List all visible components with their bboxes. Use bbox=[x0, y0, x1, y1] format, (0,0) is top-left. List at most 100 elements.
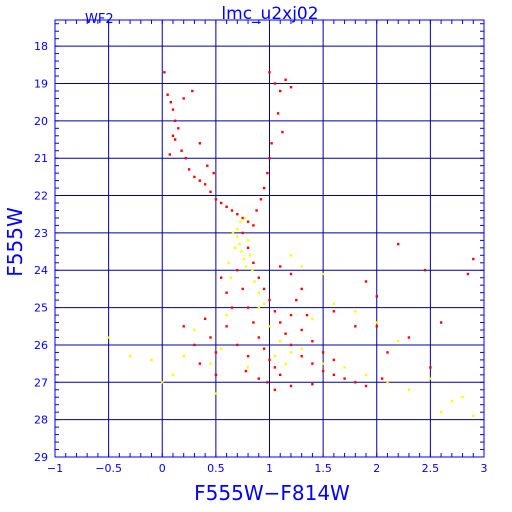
data-point-red bbox=[246, 306, 250, 309]
data-point-red bbox=[166, 93, 169, 96]
data-point-yellow bbox=[257, 306, 260, 309]
data-point-red bbox=[266, 171, 269, 175]
data-point-yellow bbox=[236, 235, 239, 238]
data-point-red bbox=[225, 205, 228, 208]
data-point-yellow bbox=[354, 310, 357, 313]
y-tick-label: 23 bbox=[34, 227, 48, 240]
data-point-yellow bbox=[321, 272, 325, 276]
data-point-red bbox=[268, 157, 271, 160]
data-point-red bbox=[230, 306, 234, 309]
x-tick-label: 2 bbox=[373, 462, 380, 475]
data-point-yellow bbox=[246, 239, 250, 242]
data-point-red bbox=[311, 383, 314, 386]
data-point-yellow bbox=[289, 351, 293, 354]
data-point-red bbox=[332, 310, 336, 313]
data-point-red bbox=[273, 82, 277, 85]
data-point-red bbox=[168, 153, 171, 156]
chart-title: lmc_u2xj02 bbox=[221, 4, 318, 24]
data-point-red bbox=[187, 168, 191, 171]
data-point-red bbox=[300, 355, 303, 358]
data-point-yellow bbox=[472, 414, 475, 418]
data-point-red bbox=[214, 198, 218, 201]
data-point-red bbox=[270, 142, 273, 145]
data-point-red bbox=[236, 213, 239, 216]
data-point-yellow bbox=[273, 355, 277, 358]
data-point-red bbox=[279, 373, 282, 376]
data-point-red bbox=[268, 71, 271, 74]
y-tick-label: 27 bbox=[34, 376, 48, 389]
data-point-yellow bbox=[300, 347, 303, 350]
data-point-red bbox=[279, 321, 282, 324]
data-point-yellow bbox=[332, 302, 336, 306]
data-point-red bbox=[220, 201, 223, 205]
data-point-red bbox=[252, 261, 255, 264]
data-point-red bbox=[273, 366, 277, 369]
data-point-red bbox=[257, 276, 260, 279]
data-point-yellow bbox=[242, 257, 245, 261]
data-point-red bbox=[225, 291, 228, 294]
data-point-red bbox=[354, 381, 357, 384]
data-point-yellow bbox=[257, 291, 260, 294]
data-point-red bbox=[169, 101, 172, 104]
data-point-yellow bbox=[182, 355, 185, 358]
data-point-yellow bbox=[246, 366, 250, 369]
data-point-yellow bbox=[262, 302, 266, 306]
y-tick-label: 24 bbox=[34, 264, 48, 277]
x-tick-label: 2.5 bbox=[422, 462, 440, 475]
data-point-red bbox=[332, 358, 336, 362]
data-point-red bbox=[173, 138, 177, 141]
data-point-red bbox=[429, 366, 432, 369]
y-tick-label: 26 bbox=[34, 339, 48, 352]
x-tick-label: 1 bbox=[266, 462, 273, 475]
data-point-red bbox=[180, 149, 183, 152]
data-point-yellow bbox=[234, 246, 237, 249]
y-tick-label: 20 bbox=[34, 115, 48, 128]
data-point-red bbox=[332, 373, 336, 376]
data-point-yellow bbox=[450, 399, 453, 403]
data-point-red bbox=[305, 313, 309, 317]
data-point-yellow bbox=[279, 340, 282, 343]
x-tick-label: 1.5 bbox=[314, 462, 332, 475]
data-point-red bbox=[268, 358, 271, 362]
data-point-red bbox=[262, 287, 266, 291]
data-point-yellow bbox=[429, 377, 432, 380]
data-point-yellow bbox=[249, 254, 252, 257]
data-point-red bbox=[289, 313, 293, 317]
data-point-red bbox=[203, 183, 207, 186]
data-point-red bbox=[246, 220, 250, 223]
data-point-red bbox=[281, 130, 284, 134]
data-point-red bbox=[171, 108, 175, 111]
data-point-red bbox=[198, 179, 201, 182]
data-point-red bbox=[375, 325, 378, 328]
data-point-red bbox=[321, 369, 325, 373]
data-point-red bbox=[236, 269, 239, 272]
data-point-red bbox=[171, 134, 175, 137]
data-point-yellow bbox=[209, 362, 212, 365]
data-point-red bbox=[191, 89, 194, 93]
data-point-yellow bbox=[107, 336, 110, 339]
data-point-red bbox=[289, 343, 293, 347]
data-point-red bbox=[177, 127, 180, 130]
data-point-red bbox=[203, 317, 207, 320]
data-point-yellow bbox=[439, 411, 443, 414]
data-point-red bbox=[193, 343, 196, 347]
data-point-red bbox=[246, 355, 250, 358]
data-point-red bbox=[193, 175, 196, 179]
y-tick-label: 29 bbox=[34, 451, 48, 464]
data-point-red bbox=[364, 280, 368, 283]
data-point-yellow bbox=[225, 313, 228, 317]
data-point-yellow bbox=[268, 325, 271, 328]
data-point-red bbox=[266, 381, 269, 384]
data-point-yellow bbox=[161, 381, 164, 384]
data-point-red bbox=[209, 190, 212, 193]
data-point-yellow bbox=[150, 358, 153, 362]
data-point-red bbox=[184, 157, 187, 160]
data-point-yellow bbox=[461, 396, 464, 399]
data-point-red bbox=[289, 272, 293, 276]
y-tick-label: 22 bbox=[34, 190, 48, 203]
data-point-red bbox=[182, 325, 185, 328]
data-point-red bbox=[386, 351, 389, 354]
data-point-yellow bbox=[128, 355, 132, 358]
data-point-red bbox=[343, 377, 346, 380]
